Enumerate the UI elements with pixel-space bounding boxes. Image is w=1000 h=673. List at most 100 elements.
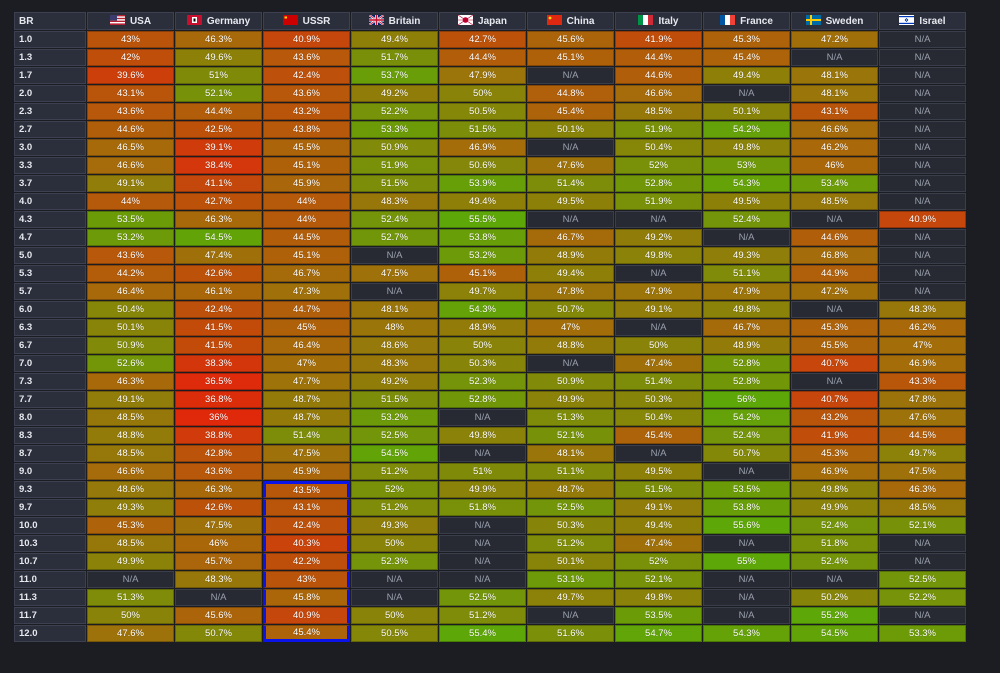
winrate-cell: 43.1% xyxy=(87,85,174,102)
winrate-cell: N/A xyxy=(615,445,702,462)
header-row: BR USA Germany USSR Britain Japan China Italy F… xyxy=(14,12,966,30)
table-row: 2.7 44.6% 42.5% 43.8% 53.3% 51.5% 50.1% 51.9% 54… xyxy=(14,121,966,138)
winrate-cell: 53.7% xyxy=(351,67,438,84)
winrate-cell: 43.6% xyxy=(175,463,262,480)
table-row: 11.0 N/A 48.3% 43% N/A N/A 53.1% 52.1% N/A N/A 52.… xyxy=(14,571,966,588)
winrate-cell: 46.2% xyxy=(879,319,966,336)
winrate-table-container: BR USA Germany USSR Britain Japan China Italy F… xyxy=(13,11,967,643)
winrate-cell: 46.7% xyxy=(527,229,614,246)
nation-header-sweden[interactable]: Sweden xyxy=(791,12,878,30)
winrate-cell: 47.6% xyxy=(879,409,966,426)
winrate-cell: 56% xyxy=(703,391,790,408)
table-row: 10.3 48.5% 46% 40.3% 50% N/A 51.2% 47.4% N/A 51.8… xyxy=(14,535,966,552)
winrate-cell: 53.4% xyxy=(791,175,878,192)
winrate-cell: 51.1% xyxy=(703,265,790,282)
winrate-cell: 48.9% xyxy=(527,247,614,264)
winrate-cell: 44.6% xyxy=(615,67,702,84)
nation-header-usa[interactable]: USA xyxy=(87,12,174,30)
nation-header-germany[interactable]: Germany xyxy=(175,12,262,30)
br-label: 11.3 xyxy=(14,589,86,606)
highlighted-winrate-cell: 45.8% xyxy=(263,589,350,606)
nation-header-japan[interactable]: Japan xyxy=(439,12,526,30)
table-row: 5.3 44.2% 42.6% 46.7% 47.5% 45.1% 49.4% N/A 51.1… xyxy=(14,265,966,282)
table-row: 6.0 50.4% 42.4% 44.7% 48.1% 54.3% 50.7% 49.1% 49… xyxy=(14,301,966,318)
nation-header-britain[interactable]: Britain xyxy=(351,12,438,30)
winrate-cell: 43.1% xyxy=(791,103,878,120)
winrate-cell: 47.4% xyxy=(615,355,702,372)
winrate-cell: 51.5% xyxy=(351,175,438,192)
winrate-cell: 50% xyxy=(439,337,526,354)
br-label: 3.3 xyxy=(14,157,86,174)
winrate-cell: 41.5% xyxy=(175,319,262,336)
winrate-cell: 53.8% xyxy=(703,499,790,516)
nation-header-israel[interactable]: Israel xyxy=(879,12,966,30)
winrate-cell: 48.5% xyxy=(87,445,174,462)
winrate-cell: 45.5% xyxy=(263,139,350,156)
nation-header-ussr[interactable]: USSR xyxy=(263,12,350,30)
winrate-cell: 46.2% xyxy=(791,139,878,156)
winrate-cell: 46% xyxy=(175,535,262,552)
winrate-cell: 51.8% xyxy=(791,535,878,552)
nation-header-label: USSR xyxy=(302,16,331,27)
winrate-cell: 52.1% xyxy=(879,517,966,534)
winrate-cell: 50.5% xyxy=(439,103,526,120)
nation-header-france[interactable]: France xyxy=(703,12,790,30)
winrate-cell: 46.7% xyxy=(703,319,790,336)
winrate-cell: N/A xyxy=(791,301,878,318)
winrate-cell: 48.5% xyxy=(879,499,966,516)
winrate-cell: 40.9% xyxy=(879,211,966,228)
winrate-cell: 42.6% xyxy=(175,265,262,282)
winrate-cell: 51.9% xyxy=(351,157,438,174)
highlighted-winrate-cell: 43.1% xyxy=(263,499,350,516)
winrate-cell: 52.2% xyxy=(879,589,966,606)
winrate-cell: 47.5% xyxy=(351,265,438,282)
winrate-cell: N/A xyxy=(175,589,262,606)
winrate-cell: 49.4% xyxy=(439,193,526,210)
table-row: 1.7 39.6% 51% 42.4% 53.7% 47.9% N/A 44.6% 49.4% 4… xyxy=(14,67,966,84)
table-row: 6.7 50.9% 41.5% 46.4% 48.6% 50% 48.8% 50% 48.9% 4… xyxy=(14,337,966,354)
br-column-header[interactable]: BR xyxy=(14,12,86,30)
winrate-cell: 45.1% xyxy=(263,157,350,174)
winrate-cell: 49.4% xyxy=(527,265,614,282)
nation-header-italy[interactable]: Italy xyxy=(615,12,702,30)
winrate-cell: 45.1% xyxy=(527,49,614,66)
winrate-cell: 47.6% xyxy=(527,157,614,174)
table-row: 4.0 44% 42.7% 44% 48.3% 49.4% 49.5% 51.9% 49.5% 4… xyxy=(14,193,966,210)
winrate-cell: 50.7% xyxy=(175,625,262,642)
br-label: 3.0 xyxy=(14,139,86,156)
winrate-cell: 47.2% xyxy=(791,283,878,300)
winrate-cell: N/A xyxy=(351,283,438,300)
winrate-cell: 50.1% xyxy=(703,103,790,120)
table-row: 2.3 43.6% 44.4% 43.2% 52.2% 50.5% 45.4% 48.5% 50… xyxy=(14,103,966,120)
winrate-cell: N/A xyxy=(351,247,438,264)
table-row: 9.0 46.6% 43.6% 45.9% 51.2% 51% 51.1% 49.5% N/A 4… xyxy=(14,463,966,480)
winrate-cell: 52.7% xyxy=(351,229,438,246)
winrate-cell: 49.8% xyxy=(703,139,790,156)
winrate-cell: 55.6% xyxy=(703,517,790,534)
winrate-cell: 48.5% xyxy=(615,103,702,120)
br-label: 8.0 xyxy=(14,409,86,426)
nation-header-china[interactable]: China xyxy=(527,12,614,30)
winrate-cell: N/A xyxy=(879,229,966,246)
winrate-cell: 50.1% xyxy=(527,121,614,138)
winrate-cell: 52.8% xyxy=(703,373,790,390)
winrate-cell: 47.5% xyxy=(263,445,350,462)
winrate-cell: 53.3% xyxy=(879,625,966,642)
winrate-cell: 51.3% xyxy=(527,409,614,426)
winrate-cell: 48.3% xyxy=(175,571,262,588)
winrate-cell: 48.7% xyxy=(263,391,350,408)
winrate-cell: 50.4% xyxy=(615,139,702,156)
sweden-flag-icon xyxy=(805,15,821,25)
br-label: 4.0 xyxy=(14,193,86,210)
winrate-cell: N/A xyxy=(703,229,790,246)
winrate-cell: 43.6% xyxy=(87,103,174,120)
br-label: 10.7 xyxy=(14,553,86,570)
winrate-cell: 48.5% xyxy=(87,535,174,552)
winrate-cell: 46.6% xyxy=(87,463,174,480)
winrate-cell: N/A xyxy=(791,211,878,228)
winrate-cell: 52.2% xyxy=(351,103,438,120)
br-label: 7.0 xyxy=(14,355,86,372)
winrate-table: BR USA Germany USSR Britain Japan China Italy F… xyxy=(13,11,967,643)
winrate-cell: 45.4% xyxy=(615,427,702,444)
table-row: 6.3 50.1% 41.5% 45% 48% 48.9% 47% N/A 46.7% 45.3%… xyxy=(14,319,966,336)
